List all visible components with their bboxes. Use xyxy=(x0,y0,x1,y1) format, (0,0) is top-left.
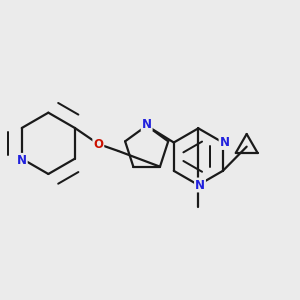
Text: N: N xyxy=(17,154,27,167)
Text: O: O xyxy=(93,137,103,151)
Text: N: N xyxy=(142,118,152,130)
Text: N: N xyxy=(195,178,205,191)
Text: N: N xyxy=(220,136,230,149)
